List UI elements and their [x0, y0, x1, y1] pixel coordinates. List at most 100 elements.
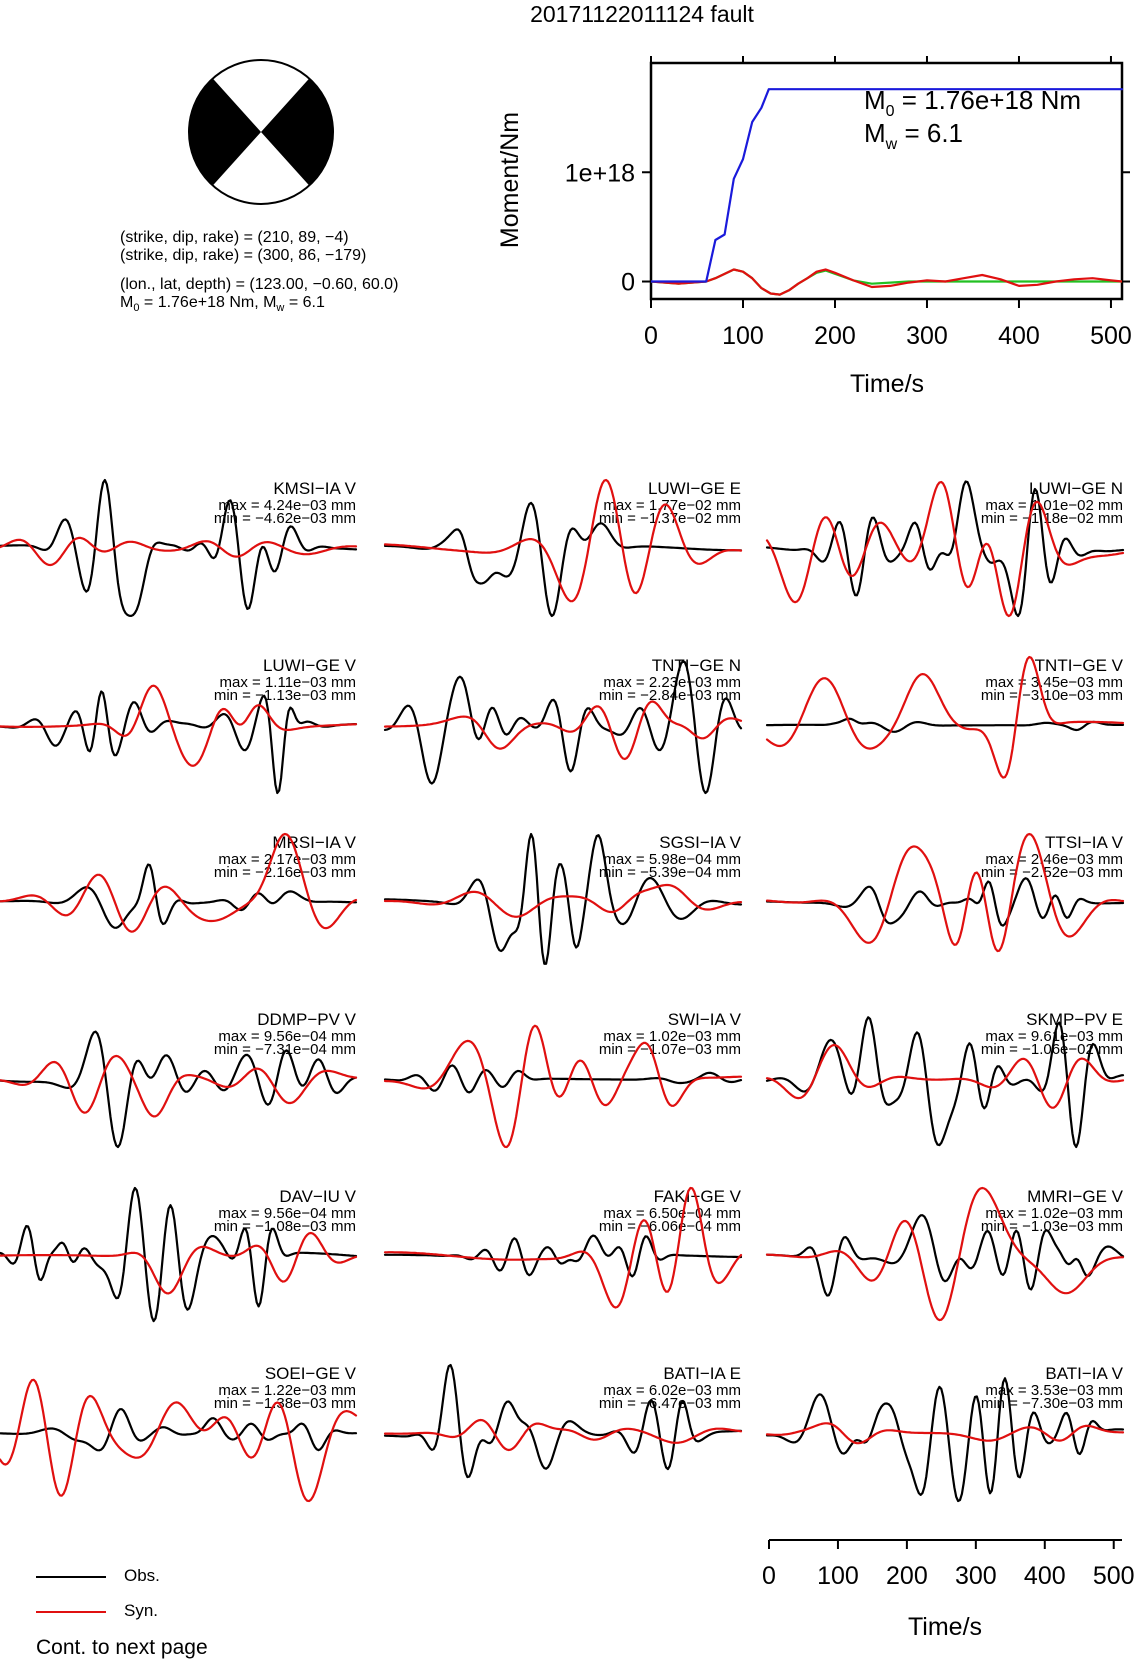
stf-x-tick-label: 100	[722, 322, 764, 350]
stf-m0-label: M0 = 1.76e+18 Nm	[864, 85, 1081, 120]
legend-obs-swatch	[36, 1576, 106, 1578]
station-max: max = 1.02e−03 mm	[985, 1205, 1123, 1222]
stf-ylabel: Moment/Nm	[496, 112, 524, 248]
station-name: DDMP−PV V	[257, 1010, 356, 1029]
station-min: min = −2.84e−03 mm	[599, 687, 741, 704]
station-max: max = 2.17e−03 mm	[218, 851, 356, 868]
waveform-xlabel: Time/s	[908, 1613, 982, 1641]
station-name: SKMP−PV E	[1026, 1010, 1123, 1029]
synthetic-trace	[765, 1043, 1125, 1109]
station-name: LUWI−GE V	[263, 656, 357, 675]
synthetic-trace	[383, 1024, 743, 1149]
station-min: min = −4.62e−03 mm	[214, 510, 356, 527]
synthetic-trace	[765, 1186, 1125, 1322]
station-max: max = 2.23e−03 mm	[603, 674, 741, 691]
observed-trace	[765, 717, 1125, 733]
station-max: max = 1.77e−02 mm	[603, 497, 741, 514]
synthetic-trace	[0, 1231, 358, 1295]
synthetic-trace	[765, 655, 1125, 779]
station-max: max = 9.56e−04 mm	[218, 1205, 356, 1222]
observed-trace	[383, 660, 743, 795]
stf-x-tick-label: 300	[906, 322, 948, 350]
station-max: max = 6.50e−04 mm	[603, 1205, 741, 1222]
station-name: BATI−IA V	[1045, 1364, 1123, 1383]
stf-x-tick-label: 0	[644, 322, 658, 350]
station-max: max = 5.98e−04 mm	[603, 851, 741, 868]
stf-mw-label: Mw = 6.1	[864, 118, 963, 153]
synthetic-trace	[383, 1186, 743, 1309]
time-axis-tick-label: 200	[886, 1562, 928, 1590]
station-max: max = 4.24e−03 mm	[218, 497, 356, 514]
observed-trace	[383, 1064, 743, 1094]
legend-obs-label: Obs.	[124, 1566, 160, 1585]
station-min: min = −3.10e−03 mm	[981, 687, 1123, 704]
synthetic-trace	[383, 478, 743, 603]
beachball	[188, 59, 334, 205]
observed-trace	[765, 877, 1125, 927]
stf-rate-line	[649, 268, 1124, 296]
observed-trace	[0, 1408, 358, 1452]
observed-trace	[765, 1377, 1125, 1503]
stf-x-tick-label: 200	[814, 322, 856, 350]
waveform-time-axis: 0 100 200 300 400 500	[762, 1539, 1135, 1590]
station-name: FAKI−GE V	[654, 1187, 742, 1206]
stf-plot-frame	[649, 61, 1124, 301]
synthetic-trace	[383, 1418, 743, 1452]
station-min: min = −2.16e−03 mm	[214, 864, 356, 881]
station-min: min = −1.07e−03 mm	[599, 1041, 741, 1058]
stf-x-tick-label: 400	[998, 322, 1040, 350]
station-name: SWI−IA V	[668, 1010, 742, 1029]
legend-syn-label: Syn.	[124, 1601, 159, 1620]
observed-trace	[765, 480, 1125, 618]
station-max: max = 6.02e−03 mm	[603, 1382, 741, 1399]
observed-trace	[383, 1234, 743, 1278]
beachball-compressional-quadrant	[188, 78, 261, 186]
observed-trace	[765, 1016, 1125, 1149]
observed-trace	[0, 690, 358, 795]
synthetic-trace	[0, 536, 358, 567]
synthetic-trace	[765, 832, 1125, 953]
legend-syn-swatch	[36, 1611, 106, 1613]
station-max: max = 3.53e−03 mm	[985, 1382, 1123, 1399]
station-min: min = −7.31e−04 mm	[214, 1041, 356, 1058]
station-min: min = −6.06e−04 mm	[599, 1218, 741, 1235]
station-min: min = −1.08e−03 mm	[214, 1218, 356, 1235]
station-max: max = 9.56e−04 mm	[218, 1028, 356, 1045]
station-name: MRSI−IA V	[272, 833, 356, 852]
station-name: TNTI−GE V	[1035, 656, 1124, 675]
synthetic-trace	[383, 883, 743, 918]
synthetic-trace	[0, 1378, 358, 1503]
mechanism-info: (strike, dip, rake) = (210, 89, −4) (str…	[120, 229, 398, 315]
station-max: max = 1.11e−03 mm	[220, 674, 356, 691]
observed-trace	[383, 1363, 743, 1479]
station-min: min = −7.30e−03 mm	[981, 1395, 1123, 1412]
moment-summary: M0 = 1.76e+18 Nm, Mw = 6.1	[120, 294, 325, 315]
stf-y-tick-label: 0	[621, 269, 635, 297]
time-axis-tick-label: 500	[1093, 1562, 1135, 1590]
synthetic-trace	[765, 480, 1125, 618]
station-name: TNTI−GE N	[652, 656, 741, 675]
time-axis-tick-label: 0	[762, 1562, 776, 1590]
time-axis-tick-label: 100	[817, 1562, 859, 1590]
beachball-compressional-quadrant	[261, 78, 334, 186]
station-name: SOEI−GE V	[265, 1364, 357, 1383]
station-name: TTSI−IA V	[1045, 833, 1124, 852]
station-max: max = 1.01e−02 mm	[985, 497, 1123, 514]
observed-trace	[383, 501, 743, 618]
synthetic-trace	[0, 684, 358, 767]
station-name: KMSI−IA V	[273, 479, 356, 498]
